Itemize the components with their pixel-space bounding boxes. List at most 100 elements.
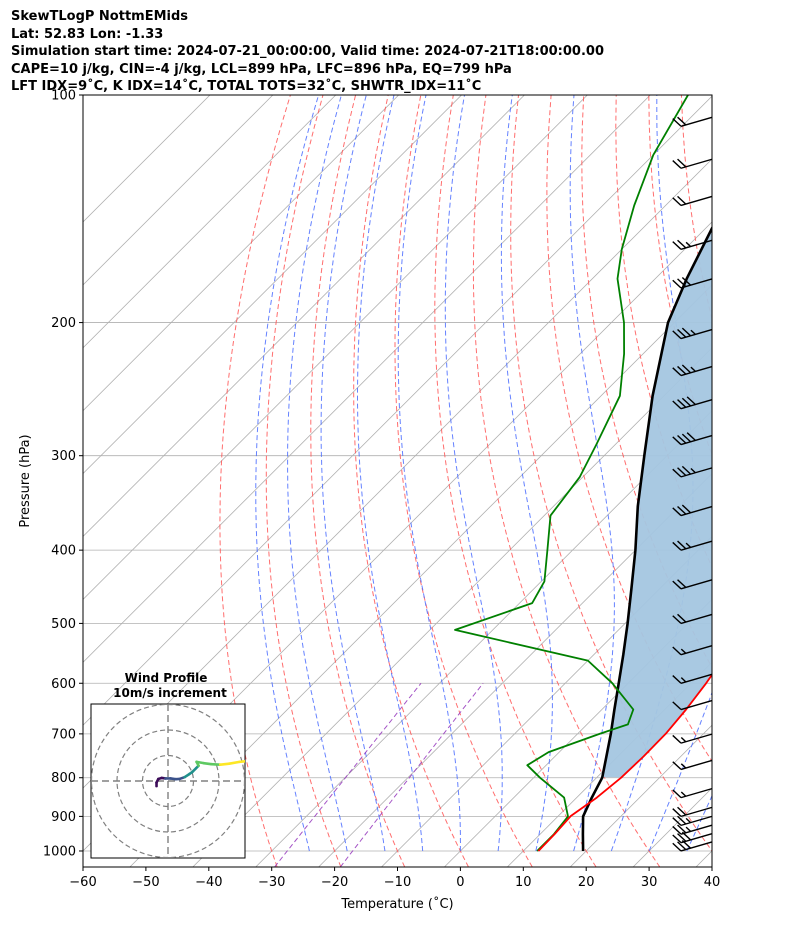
dry-adiabat: [394, 95, 533, 867]
wind-barb-staff: [680, 399, 713, 410]
x-tick-label: 30: [641, 875, 658, 890]
mixing-ratio-line: [274, 682, 422, 867]
x-tick-label: 40: [704, 875, 721, 890]
isotherm-line: [255, 410, 712, 867]
time-line: Simulation start time: 2024-07-21_00:00:…: [11, 44, 604, 60]
wind-barb-flag: [677, 540, 687, 550]
wind-barb-flag: [677, 824, 687, 834]
y-tick-label: 700: [51, 727, 76, 742]
wind-barb-staff: [680, 613, 713, 625]
hodograph-trace-segment: [210, 762, 222, 766]
wind-barb-flag: [677, 434, 687, 444]
wind-barb-staff: [680, 815, 713, 827]
moist-adiabat: [686, 794, 712, 852]
wind-barb-flag: [672, 675, 682, 684]
wind-barb-flag: [672, 701, 682, 711]
wind-barb-flag: [672, 825, 682, 835]
wind-barb-flag: [672, 279, 682, 289]
wind-barb: [672, 276, 713, 289]
wind-barb: [672, 787, 713, 799]
wind-barb-flag: [672, 817, 682, 826]
dry-adiabat: [747, 95, 794, 867]
wind-barb-staff: [680, 328, 713, 340]
wind-barb-flag: [677, 815, 687, 825]
wind-barb: [672, 432, 713, 446]
wind-barb: [672, 540, 713, 551]
wind-barb-flag: [677, 116, 687, 126]
wind-barb-staff: [680, 733, 713, 744]
wind-barb-staff: [680, 116, 713, 127]
moist-adiabat: [648, 691, 712, 852]
hodograph-subtitle: 10m/s increment: [113, 686, 227, 700]
wind-barb-flag: [680, 648, 687, 654]
x-tick-label: −40: [195, 875, 222, 890]
wind-barb-flag: [672, 197, 682, 206]
wind-barb-staff: [680, 787, 713, 799]
dry-adiabat: [510, 95, 712, 852]
wind-barb-flag: [677, 613, 687, 623]
wind-barb: [672, 831, 713, 844]
moist-adiabat: [255, 95, 320, 852]
wind-barb-flag: [677, 467, 687, 477]
moist-adiabat: [357, 95, 424, 852]
dry-adiabat: [714, 95, 794, 867]
wind-barb: [672, 158, 713, 169]
wind-barb-flag: [677, 158, 687, 168]
wind-barb: [672, 327, 713, 340]
wind-barb: [672, 839, 713, 852]
isotherm-line: [83, 95, 399, 412]
wind-barb-flag: [690, 329, 696, 335]
wind-barb-staff: [680, 645, 713, 656]
wind-barb-flag: [685, 241, 692, 248]
wind-barb-staff: [680, 434, 713, 446]
wind-barb-flag: [677, 328, 687, 338]
y-tick-label: 900: [51, 810, 76, 825]
wind-barb: [672, 815, 713, 827]
x-tick-label: 10: [515, 875, 532, 890]
wind-barb: [672, 116, 713, 127]
wind-barb-flag: [672, 241, 682, 250]
wind-barb-flag: [677, 841, 687, 851]
y-tick-label: 500: [51, 617, 76, 632]
x-tick-label: −20: [321, 875, 348, 890]
wind-barb-flag: [672, 436, 682, 446]
dry-adiabat: [219, 95, 291, 867]
x-tick-label: 20: [578, 875, 595, 890]
x-tick-label: −10: [384, 875, 411, 890]
x-axis-label: Temperature (˚C): [340, 896, 453, 912]
dry-adiabat: [434, 95, 597, 867]
wind-barb-staff: [680, 239, 713, 250]
wind-barb-flag: [686, 432, 696, 441]
wind-barb-flag: [672, 615, 682, 624]
moist-adiabat: [397, 95, 462, 851]
wind-barb-staff: [680, 824, 713, 835]
wind-barb-flag: [680, 677, 687, 683]
wind-barb-staff: [680, 759, 713, 771]
wind-barb-staff: [680, 195, 713, 207]
wind-barb-flag: [681, 327, 692, 337]
wind-barb: [672, 195, 713, 207]
isotherm-line: [83, 95, 274, 286]
location-line: Lat: 52.83 Lon: -1.33: [11, 26, 164, 42]
wind-barb-staff: [680, 278, 713, 289]
wind-barb-staff: [680, 699, 713, 711]
isotherm-line: [83, 95, 525, 538]
wind-barb-flag: [672, 160, 682, 169]
x-tick-label: −30: [258, 875, 285, 890]
wind-barb-flag: [672, 842, 682, 852]
isotherm-line: [381, 535, 712, 867]
wind-barb: [672, 673, 713, 684]
wind-barb-flag: [680, 791, 687, 797]
wind-barb-flag: [677, 278, 687, 288]
wind-barb: [672, 645, 713, 656]
wind-barb: [672, 824, 713, 835]
hodograph-trace-segment: [238, 760, 245, 764]
x-tick-label: −60: [69, 875, 96, 890]
wind-barb: [672, 699, 713, 711]
parcel-profile-line: [537, 673, 712, 852]
wind-barb: [672, 465, 713, 478]
hodograph-title: Wind Profile: [125, 671, 208, 685]
hodograph-trace-segment: [247, 761, 252, 762]
index-line: LFT IDX=9˚C, K IDX=14˚C, TOTAL TOTS=32˚C…: [11, 79, 482, 95]
y-tick-label: 800: [51, 771, 76, 786]
